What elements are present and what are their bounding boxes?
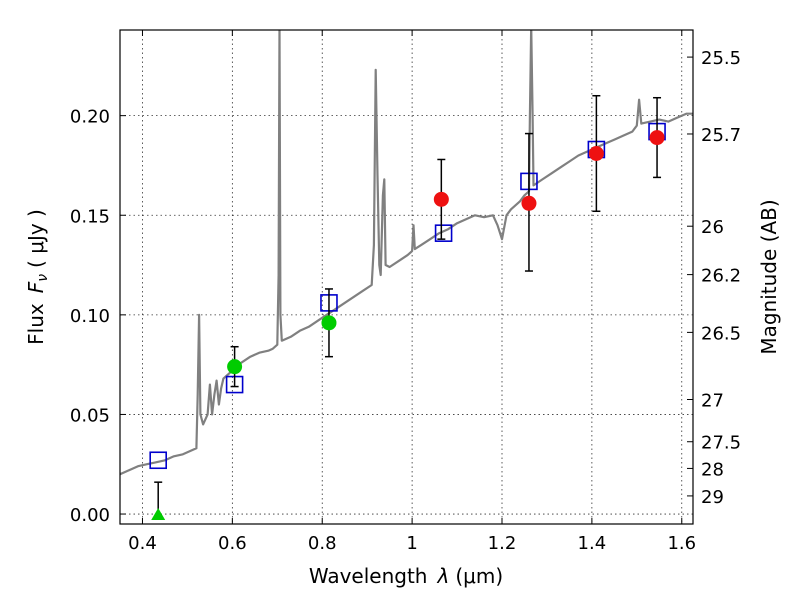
y-axis-title-unit: ( μJy ) bbox=[24, 209, 48, 268]
grid bbox=[120, 30, 693, 524]
y2-tick-label: 25.5 bbox=[701, 48, 741, 69]
observed-point bbox=[433, 191, 449, 207]
model-square-point bbox=[434, 224, 453, 242]
x-tick-label: 1.2 bbox=[488, 533, 517, 554]
observed-point bbox=[588, 146, 604, 161]
y-tick-label: 0.20 bbox=[70, 107, 110, 128]
y-tick-label: 0.05 bbox=[70, 405, 110, 426]
x-axis-title-prefix: Wavelength bbox=[309, 564, 428, 588]
plot-frame bbox=[119, 29, 694, 525]
x-tick-label: 1.4 bbox=[578, 533, 607, 554]
x-tick-label: 0.6 bbox=[218, 533, 247, 554]
x-tick-label: 1.6 bbox=[667, 533, 696, 554]
y2-axis-title: Magnitude (AB) bbox=[757, 199, 781, 354]
observed-point bbox=[521, 195, 537, 211]
data-layer bbox=[120, 30, 693, 476]
upper-limit-triangle bbox=[151, 508, 166, 521]
y2-tick-label: 27 bbox=[701, 391, 724, 412]
x-axis-title-symbol: λ bbox=[437, 564, 450, 588]
y2-tick-label: 25.7 bbox=[701, 125, 741, 146]
x-tick-label: 0.8 bbox=[308, 533, 337, 554]
y-tick-label: 0.00 bbox=[70, 505, 110, 526]
spectrum-line bbox=[120, 30, 693, 476]
observed-point bbox=[649, 130, 665, 146]
observed-point bbox=[227, 359, 243, 375]
y2-tick-label: 29 bbox=[701, 487, 724, 508]
y-tick-label: 0.10 bbox=[70, 306, 110, 327]
y-axis-title-symbol: F bbox=[24, 281, 48, 293]
y-axis-title: Flux Fν ( μJy ) bbox=[24, 209, 51, 345]
model-square-point bbox=[149, 451, 167, 470]
y2-tick-label: 26 bbox=[701, 217, 724, 238]
marker-layer bbox=[149, 94, 666, 521]
y-axis-title-subscript: ν bbox=[35, 274, 51, 282]
x-tick-label: 1 bbox=[406, 533, 417, 554]
y-axis-title-prefix: Flux bbox=[24, 303, 48, 345]
y2-tick-label: 27.5 bbox=[701, 433, 741, 454]
x-tick-label: 0.4 bbox=[128, 533, 157, 554]
x-axis-title-unit: (μm) bbox=[455, 564, 503, 588]
axes: 0.4 0.6 0.8 1 1.2 1.4 1.6 0.00 0.05 0.10 0.15 0.20 2… bbox=[70, 30, 741, 554]
y-tick-label: 0.15 bbox=[70, 206, 110, 227]
y2-tick-label: 26.5 bbox=[701, 323, 741, 344]
y2-tick-label: 28 bbox=[701, 459, 724, 480]
x-axis-title: Wavelength λ (μm) bbox=[309, 564, 503, 588]
observed-point bbox=[321, 315, 337, 331]
y2-tick-label: 26.2 bbox=[701, 266, 741, 287]
